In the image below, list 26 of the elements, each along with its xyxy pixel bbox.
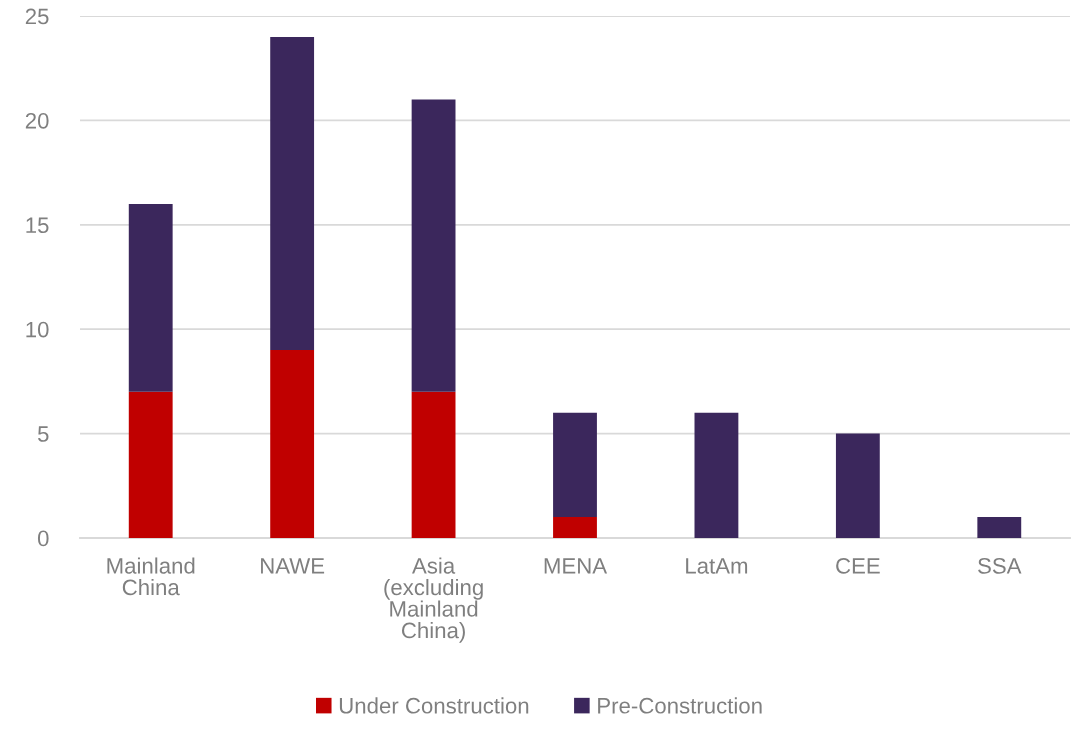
bar <box>411 99 456 392</box>
x-tick-label: MENA <box>544 558 608 574</box>
bar <box>411 391 456 538</box>
y-tick-label: 5 <box>37 426 49 442</box>
x-tick-label: SSA <box>978 558 1022 574</box>
legend-label: Under Construction <box>339 697 529 714</box>
y-tick-label: 15 <box>26 217 49 234</box>
x-tick-label: NAWE <box>261 558 325 574</box>
bar <box>694 412 739 538</box>
legend-label: Pre-Construction <box>598 697 762 714</box>
bar <box>270 36 315 351</box>
bar <box>553 412 597 518</box>
y-tick-label: 0 <box>37 530 49 547</box>
bar <box>128 391 173 538</box>
x-tick-label: CEE <box>836 558 880 574</box>
y-tick-label: 20 <box>25 112 49 129</box>
bar <box>128 203 173 392</box>
x-tick-label: Asia (excluding Mainland China) <box>384 557 483 643</box>
bar <box>553 517 597 538</box>
x-tick-label: Mainland China <box>107 557 195 596</box>
bar <box>835 433 880 538</box>
x-tick-label: LatAm <box>686 558 748 574</box>
y-tick-label: 25 <box>25 8 49 25</box>
y-tick-label: 10 <box>26 321 49 338</box>
bar <box>977 517 1022 538</box>
bar <box>270 350 315 538</box>
